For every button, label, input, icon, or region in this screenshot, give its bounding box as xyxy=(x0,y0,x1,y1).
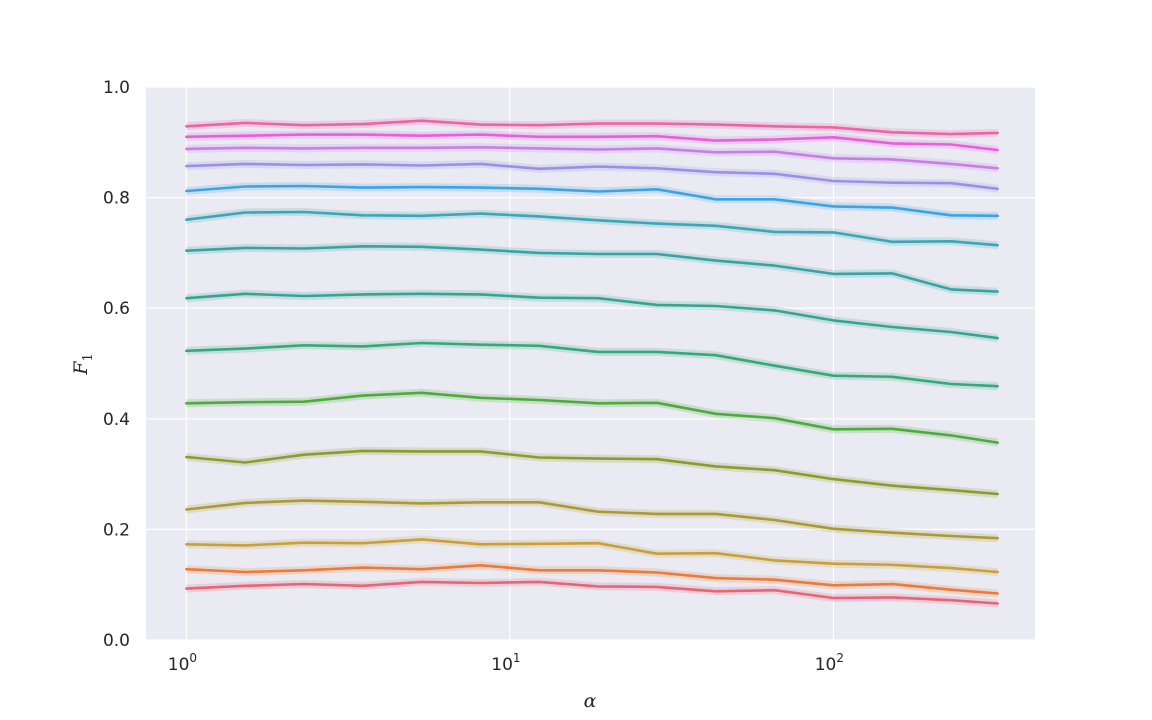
y-tick-label: 1.0 xyxy=(103,78,130,98)
series-line-15 xyxy=(185,119,999,136)
y-tick-label: 0.2 xyxy=(103,520,130,540)
series-line-1 xyxy=(185,580,999,605)
confidence-band-7 xyxy=(186,339,998,391)
confidence-band-2 xyxy=(186,561,998,598)
confidence-band-5 xyxy=(186,446,998,498)
confidence-band-13 xyxy=(186,143,998,173)
y-axis-label: F1 xyxy=(70,353,96,375)
series-lines xyxy=(185,119,999,605)
x-tick-label: 102 xyxy=(815,651,844,675)
series-line-12 xyxy=(185,162,999,191)
series-line-2 xyxy=(185,564,999,595)
series-line-5 xyxy=(185,449,999,496)
y-tick-label: 0.0 xyxy=(103,631,130,651)
series-line-7 xyxy=(185,341,999,388)
x-tick-labels: 100 101 102 xyxy=(168,651,844,675)
y-tick-label: 0.6 xyxy=(103,299,130,319)
y-axis-label-subscript: 1 xyxy=(81,353,96,361)
confidence-band-12 xyxy=(186,159,998,193)
series-line-8 xyxy=(185,292,999,340)
series-line-11 xyxy=(185,184,999,218)
grid-lines xyxy=(146,86,1035,641)
y-tick-labels: 0.0 0.2 0.4 0.6 0.8 1.0 xyxy=(103,78,130,651)
x-tick-label: 101 xyxy=(491,651,520,675)
plot-area-background xyxy=(146,87,1035,640)
x-tick-label: 100 xyxy=(168,651,197,675)
series-line-4 xyxy=(185,499,999,540)
series-line-10 xyxy=(185,210,999,247)
y-axis-label-main: F xyxy=(70,361,92,376)
series-line-9 xyxy=(185,245,999,293)
series-line-3 xyxy=(185,538,999,574)
x-axis-label: α xyxy=(584,690,597,712)
series-line-14 xyxy=(185,133,999,152)
y-tick-label: 0.4 xyxy=(103,410,130,430)
series-line-6 xyxy=(185,391,999,444)
y-tick-label: 0.8 xyxy=(103,189,130,209)
confidence-band-14 xyxy=(186,130,998,154)
series-line-13 xyxy=(185,146,999,170)
confidence-band-6 xyxy=(186,388,998,447)
confidence-band-10 xyxy=(186,208,998,250)
